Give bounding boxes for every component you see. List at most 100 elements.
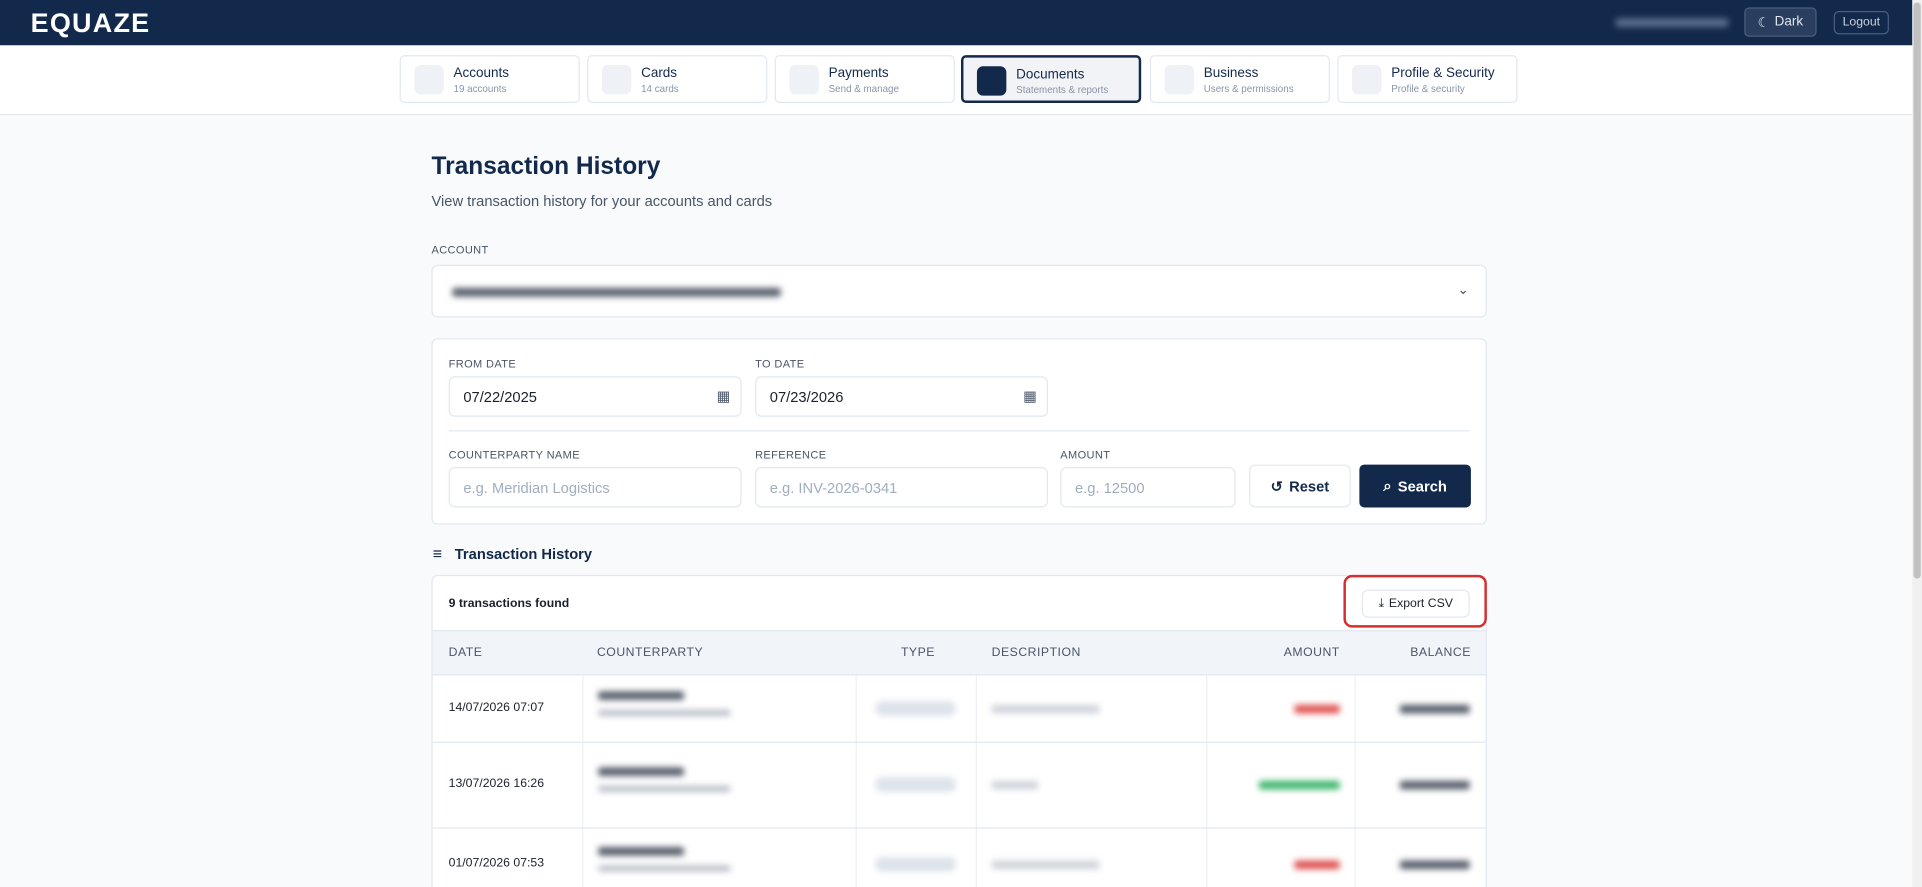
page-subtitle: View transaction history for your accoun… [431,192,773,210]
amount-blurred [1294,860,1340,870]
nav-tab[interactable]: Profile & Security Profile & security [1337,55,1518,103]
tab-icon [1164,64,1194,95]
section-title: Transaction History [454,545,593,563]
type-blurred [875,856,957,872]
label: Reset [1289,477,1330,495]
value: 07/22/2025 [463,387,537,406]
tab-title: Accounts [453,66,510,81]
row-border [432,741,1486,743]
result-count: 9 transactions found [448,596,570,611]
export-csv-button[interactable]: ⤓ Export CSV [1361,589,1470,618]
label: REFERENCE [755,448,827,461]
balance-blurred [1399,860,1470,870]
tab-title: Business [1203,66,1259,81]
theme-toggle[interactable]: ☾ Dark [1744,7,1817,37]
theme-label: Dark [1774,14,1804,30]
to-date[interactable]: 07/23/2026 ▦ [755,376,1049,417]
amount-blurred [1258,780,1340,790]
description-blurred [991,780,1039,790]
description-blurred [991,704,1100,714]
logo[interactable]: EQUAZE [30,7,151,38]
counterparty-input[interactable]: e.g. Meridian Logistics [448,467,742,508]
label: TO DATE [755,357,805,371]
column-header: DATE [448,645,483,660]
scroll-thumb[interactable] [1913,2,1921,579]
nav-tab[interactable]: Cards 14 cards [587,55,768,103]
top-bar: EQUAZE ☾ Dark Logout [0,0,1922,46]
label: COUNTERPARTY NAME [448,448,580,461]
tab-subtitle: Profile & security [1391,83,1465,95]
divider [448,430,1470,432]
column-header: AMOUNT [1283,645,1340,660]
chevron: ⌄ [1457,283,1469,298]
label: FROM DATE [448,357,517,371]
tab-title: Profile & Security [1391,66,1495,81]
balance-blurred [1399,780,1470,790]
counterparty-detail-blurred [598,785,731,792]
account-value [452,288,781,297]
nav-tab[interactable]: Payments Send & manage [774,55,955,103]
column-divider [582,675,584,887]
table-card [431,574,1487,887]
tab-subtitle: Users & permissions [1203,83,1294,95]
logout-button[interactable]: Logout [1833,11,1889,35]
nav-tab[interactable]: Business Users & permissions [1149,55,1330,103]
value: 07/23/2026 [769,387,844,406]
tab-subtitle: Send & manage [828,83,899,95]
tab-icon [789,64,819,95]
column-header: COUNTERPARTY [596,645,704,660]
counterparty-blurred [598,691,684,700]
type-blurred [875,777,957,792]
account-label: ACCOUNT [431,243,489,257]
user-email [1615,18,1729,27]
tab-subtitle: Statements & reports [1016,84,1109,96]
tab-subtitle: 19 accounts [453,83,507,95]
column-divider [855,675,857,887]
search-button[interactable]: ⌕ Search [1359,464,1471,508]
label: AMOUNT [1060,448,1111,461]
tab-icon [1352,64,1382,95]
counterparty-blurred [598,767,684,776]
column-header: TYPE [900,645,935,660]
tab-title: Payments [828,66,889,81]
date-cell: 13/07/2026 16:26 [448,777,545,791]
reset-button[interactable]: ↺ Reset [1249,464,1351,508]
description-blurred [991,860,1100,870]
reference-input[interactable]: e.g. INV-2026-0341 [755,467,1049,508]
counterparty-blurred [598,847,684,856]
highlight [1343,574,1487,628]
type-blurred [875,701,957,716]
amount-blurred [1294,704,1340,714]
nav-tab[interactable]: Documents Statements & reports [961,55,1142,103]
counterparty-detail-blurred [598,865,731,872]
column-header: BALANCE [1410,645,1471,660]
column-header: DESCRIPTION [991,645,1081,660]
scrollbar [1912,0,1922,887]
nav-tab[interactable]: Accounts 19 accounts [399,55,580,103]
from-date[interactable]: 07/22/2025 ▦ [448,376,742,417]
page-title: Transaction History [431,153,661,181]
amount-input[interactable]: e.g. 12500 [1060,467,1236,508]
tab-title: Cards [641,66,678,81]
tab-icon [976,66,1007,96]
nav-bar [0,45,1913,116]
row-border [432,827,1486,829]
balance-blurred [1399,704,1470,714]
date-cell: 01/07/2026 07:53 [448,856,545,871]
tab-subtitle: 14 cards [641,83,679,95]
table-header [432,630,1486,676]
list-icon: ≡ [432,544,443,563]
date-cell: 14/07/2026 07:07 [448,701,545,715]
tab-icon [414,64,444,95]
column-divider [1354,675,1356,887]
label: Search [1397,477,1447,495]
column-divider [975,675,977,887]
counterparty-detail-blurred [598,709,731,716]
tab-title: Documents [1016,67,1085,83]
tab-icon [601,64,632,95]
label: Export CSV [1388,596,1453,611]
account-select[interactable]: ⌄ [431,264,1487,318]
column-divider [1206,675,1208,887]
